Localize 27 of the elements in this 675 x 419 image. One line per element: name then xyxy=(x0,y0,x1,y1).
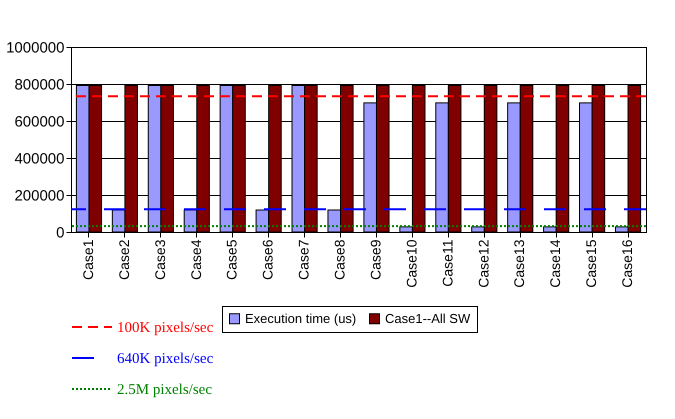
y-tick-label: 600000 xyxy=(14,114,64,130)
y-tick-label: 1000000 xyxy=(6,40,64,56)
legend-label: 640K pixels/sec xyxy=(117,351,214,367)
x-tick-label: Case12 xyxy=(475,239,492,288)
x-tick-label: Case5 xyxy=(224,239,240,280)
x-tick-label: Case9 xyxy=(367,239,384,280)
y-tick-label: 0 xyxy=(56,224,64,242)
x-tick-label: Case14 xyxy=(547,239,564,288)
y-tick-label: 200000 xyxy=(14,188,64,204)
x-tick-label: Case1 xyxy=(80,239,96,280)
x-tick-label: Case3 xyxy=(152,239,168,280)
x-tick-label: Case8 xyxy=(332,239,348,280)
legend-label: 100K pixels/sec xyxy=(117,320,214,336)
x-tick-label: Case6 xyxy=(260,239,276,280)
legend-label: Case1--All SW xyxy=(385,310,471,326)
x-tick-label: Case4 xyxy=(188,239,204,280)
x-tick-label: Case7 xyxy=(296,239,312,280)
x-tick-label: Case13 xyxy=(511,239,528,288)
x-tick-label: Case2 xyxy=(116,239,132,280)
y-tick-label: 800000 xyxy=(14,76,64,94)
legend-label: 2.5M pixels/sec xyxy=(117,382,212,398)
x-tick-label: Case11 xyxy=(439,239,456,287)
y-tick-label: 400000 xyxy=(14,150,64,168)
x-tick-label: Case16 xyxy=(619,239,636,288)
x-tick-label: Case15 xyxy=(583,239,600,288)
x-tick-label: Case10 xyxy=(403,239,420,288)
legend-label: Execution time (us) xyxy=(245,310,356,326)
